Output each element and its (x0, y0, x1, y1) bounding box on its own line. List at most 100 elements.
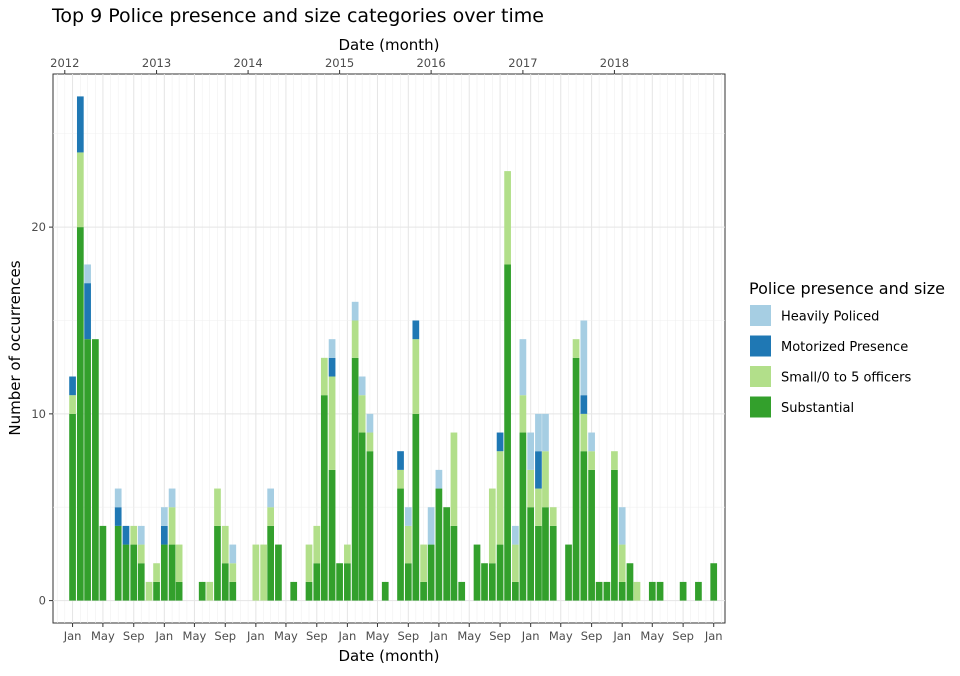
bar-segment (130, 544, 138, 601)
bar-segment (366, 413, 374, 433)
bar-segment (92, 339, 99, 601)
x-top-tick-label: 2012 (50, 56, 79, 70)
bar-segment (481, 563, 488, 601)
bar-segment (351, 301, 359, 321)
bar-segment (221, 563, 229, 601)
grid-lines (53, 74, 725, 623)
bar-segment (611, 451, 618, 470)
bar-segment (328, 339, 336, 358)
legend-label: Small/0 to 5 officers (781, 371, 911, 386)
bar-segment (76, 227, 84, 601)
bar-segment (214, 488, 221, 526)
legend-key (750, 305, 771, 326)
x-tick-label: May (274, 629, 298, 643)
bar-segment (160, 507, 168, 526)
x-tick-label: May (91, 629, 115, 643)
bar-segment (366, 432, 374, 452)
axes: 0 10 20 Jan May Sep Jan May Sep Jan May Sep Jan May Se… (31, 56, 722, 643)
bar-segment (275, 544, 282, 601)
x-top-tick-label: 2018 (600, 56, 629, 70)
x-top-tick-label: 2013 (142, 56, 171, 70)
bar-segment (336, 563, 343, 601)
bar-segment (595, 581, 603, 601)
legend: Police presence and size Heavily Policed… (749, 279, 945, 418)
legend-label: Heavily Policed (781, 310, 879, 325)
bar-segment (168, 488, 176, 508)
bar-segment (313, 563, 321, 601)
x-tick-label: Sep (123, 629, 145, 643)
y-tick-label: 0 (39, 594, 46, 608)
legend-label: Substantial (781, 401, 854, 416)
bar-segment (603, 581, 611, 601)
bar-segment (443, 507, 451, 601)
legend-label: Motorized Presence (781, 340, 908, 355)
bar-segment (527, 469, 535, 508)
bar-segment (137, 544, 145, 564)
bar-segment (84, 339, 91, 601)
x-top-tick-label: 2015 (325, 56, 354, 70)
bar-segment (397, 469, 404, 489)
x-tick-label: Jan (429, 629, 448, 643)
x-tick-label: Jan (612, 629, 631, 643)
x-tick-label: May (457, 629, 481, 643)
x-tick-label: Sep (489, 629, 511, 643)
bar-segment (305, 544, 313, 582)
bar-segment (618, 581, 626, 601)
bar-segment (695, 581, 702, 601)
bar-segment (76, 96, 84, 153)
bar-segment (358, 432, 366, 601)
bar-segment (458, 581, 466, 601)
bar-segment (572, 339, 580, 358)
bar-segment (130, 525, 138, 545)
x-axis-title-top: Date (month) (338, 36, 439, 54)
bar-segment (153, 563, 160, 582)
bar-segment (137, 525, 145, 545)
bar-segment (267, 507, 275, 526)
bar-segment (549, 507, 557, 526)
bar-segment (626, 563, 634, 601)
bar-segment (519, 432, 527, 601)
legend-key (750, 366, 771, 387)
legend-key (750, 396, 771, 418)
bar-segment (420, 544, 427, 582)
bar-segment (344, 563, 351, 601)
x-tick-label: Jan (246, 629, 265, 643)
x-tick-label: Sep (581, 629, 603, 643)
bar-segment (588, 432, 595, 452)
bar-segment (535, 488, 542, 526)
bar-segment (168, 544, 176, 601)
bar-segment (351, 320, 359, 358)
bar-segment (435, 488, 443, 601)
chart-title: Top 9 Police presence and size categorie… (51, 5, 544, 27)
bar-segment (710, 563, 718, 601)
bar-segment (358, 376, 366, 396)
x-tick-label: Jan (154, 629, 173, 643)
x-tick-label: Jan (338, 629, 357, 643)
x-tick-label: Jan (521, 629, 540, 643)
bar-segment (580, 320, 588, 396)
x-tick-label: May (183, 629, 207, 643)
x-tick-label: Jan (704, 629, 723, 643)
bar-segment (512, 544, 519, 582)
bar-segment (206, 581, 214, 601)
bar-segment (679, 581, 687, 601)
x-tick-label: Jan (63, 629, 82, 643)
bar-segment (358, 395, 366, 433)
bar-segment (542, 507, 549, 601)
bar-segment (344, 544, 351, 564)
bar-segment (527, 507, 535, 601)
bar-segment (535, 413, 542, 452)
bar-segment (320, 395, 328, 601)
bar-segment (122, 525, 130, 545)
bar-segment (122, 544, 130, 601)
bar-segment (397, 451, 404, 470)
bar-segment (221, 525, 229, 564)
x-top-tick-label: 2014 (233, 56, 262, 70)
bar-segment (588, 469, 595, 601)
bar-segment (420, 581, 427, 601)
y-axis-title: Number of occurrences (6, 260, 24, 435)
bar-segment (290, 581, 298, 601)
bar-segment (496, 451, 504, 545)
bar-segment (633, 581, 641, 601)
